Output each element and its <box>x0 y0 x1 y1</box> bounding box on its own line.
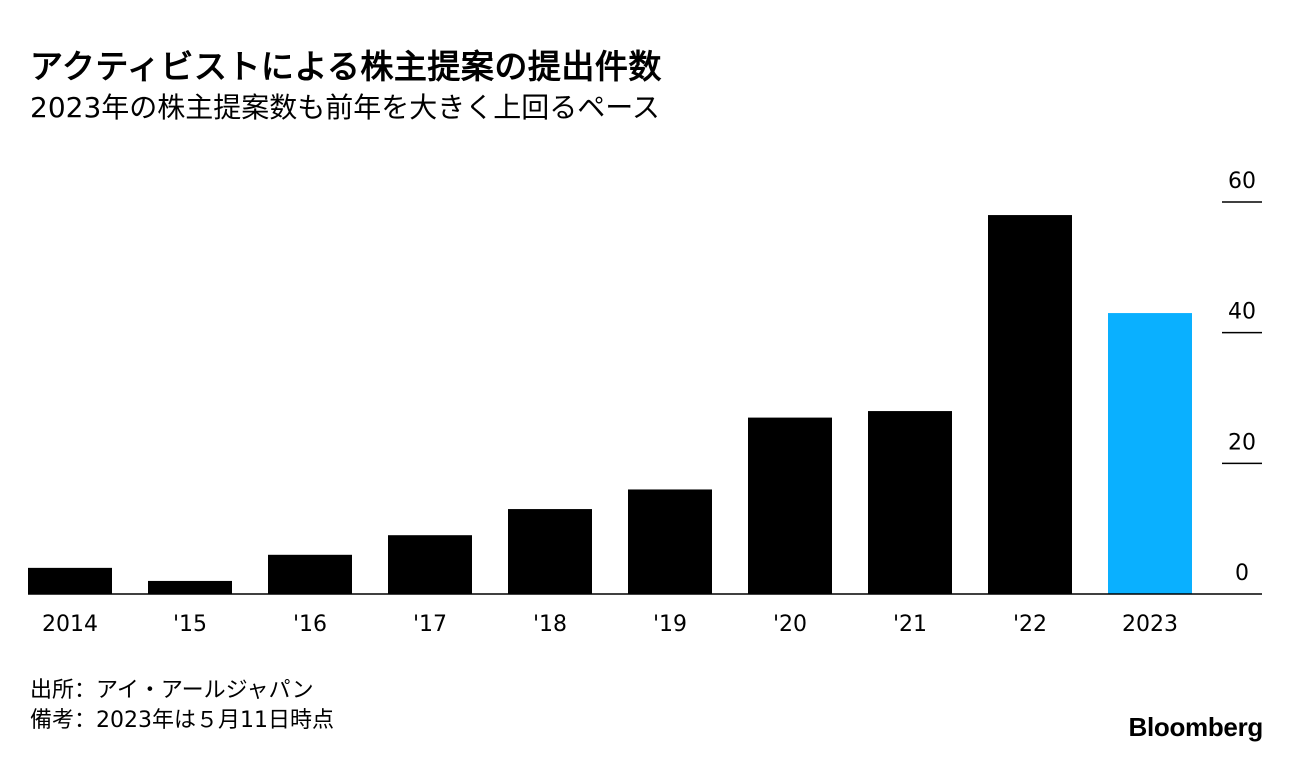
bar-6 <box>748 417 832 594</box>
source-note: 出所：アイ・アールジャパン <box>30 678 314 703</box>
x-tick-label-9: 2023 <box>1122 612 1178 637</box>
bar-4 <box>508 509 592 594</box>
bar-9 <box>1108 313 1192 594</box>
bar-1 <box>148 580 232 594</box>
y-tick-label-0: 0 <box>1235 561 1249 586</box>
bar-8 <box>988 215 1072 595</box>
bloomberg-logo: Bloomberg <box>1128 712 1263 742</box>
remark-note: 備考：2023年は５月11日時点 <box>30 708 334 733</box>
x-tick-label-8: '22 <box>1013 612 1047 637</box>
y-tick-label-60: 60 <box>1228 169 1256 194</box>
bar-chart: 0 20 40 60 2014 '15 '16 '17 '18 '19 '20 '21 '22 2023 <box>28 169 1262 637</box>
x-tick-label-6: '20 <box>773 612 807 637</box>
x-tick-label-2: '16 <box>293 612 327 637</box>
y-tick-label-40: 40 <box>1228 300 1256 325</box>
x-tick-label-0: 2014 <box>42 612 98 637</box>
x-tick-label-4: '18 <box>533 612 567 637</box>
bar-2 <box>268 554 352 594</box>
chart-title: アクティビストによる株主提案の提出件数 <box>30 47 662 86</box>
chart-subtitle: 2023年の株主提案数も前年を大きく上回るペース <box>30 91 660 124</box>
bar-0 <box>28 567 112 594</box>
bar-7 <box>868 411 952 594</box>
x-tick-label-1: '15 <box>173 612 207 637</box>
x-tick-label-5: '19 <box>653 612 687 637</box>
footnotes: 出所：アイ・アールジャパン 備考：2023年は５月11日時点 <box>30 676 334 736</box>
bar-3 <box>388 535 472 594</box>
x-tick-label-7: '21 <box>893 612 927 637</box>
x-tick-label-3: '17 <box>413 612 447 637</box>
bar-5 <box>628 489 712 594</box>
y-tick-label-20: 20 <box>1228 430 1256 455</box>
